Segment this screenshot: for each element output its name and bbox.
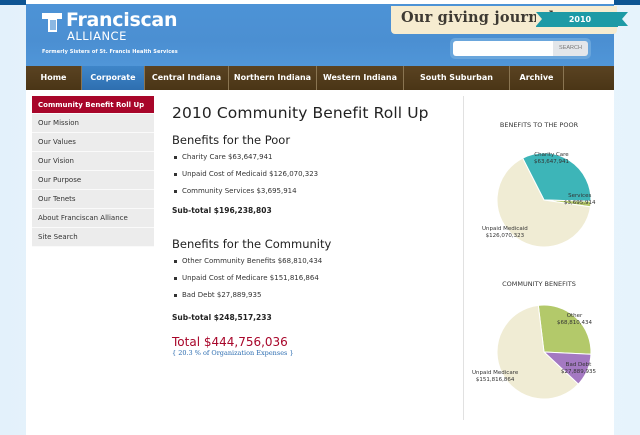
giving-journal-banner[interactable]: Our giving journal 2010 xyxy=(391,6,628,34)
sidebar-item-community-benefit[interactable]: Community Benefit Roll Up xyxy=(32,96,154,114)
nav-central-indiana[interactable]: Central Indiana xyxy=(145,66,229,90)
sidebar-item-mission[interactable]: Our Mission xyxy=(32,114,154,133)
search-button[interactable]: SEARCH xyxy=(553,41,588,56)
sidebar-item-vision[interactable]: Our Vision xyxy=(32,152,154,171)
main-nav: Home Corporate Central Indiana Northern … xyxy=(26,66,614,106)
search-input[interactable] xyxy=(453,41,553,56)
grand-total: Total $444,756,036 xyxy=(172,335,288,349)
nav-northern-indiana[interactable]: Northern Indiana xyxy=(229,66,317,90)
pie-label-unpaid-medicaid: Unpaid Medicaid $126,070,323 xyxy=(482,226,528,239)
nav-western-indiana[interactable]: Western Indiana xyxy=(317,66,404,90)
pie-label-other: Other $68,810,434 xyxy=(557,313,592,326)
sidebar: Community Benefit Roll Up Our Mission Ou… xyxy=(32,96,154,247)
pie-slice-unpaid-medicare xyxy=(496,304,580,400)
journal-title: Our giving journal xyxy=(401,9,555,26)
pie-label-bad-debt: Bad Debt $27,889,935 xyxy=(561,362,596,375)
franciscan-cross-icon xyxy=(42,13,62,33)
list-item: Charity Care $63,647,941 xyxy=(174,149,452,166)
logo-name: Franciscan xyxy=(66,9,178,31)
sidebar-item-purpose[interactable]: Our Purpose xyxy=(32,171,154,190)
sidebar-item-values[interactable]: Our Values xyxy=(32,133,154,152)
sidebar-item-tenets[interactable]: Our Tenets xyxy=(32,190,154,209)
chart-title-community: COMMUNITY BENEFITS xyxy=(502,280,576,288)
list-item: Unpaid Cost of Medicaid $126,070,323 xyxy=(174,166,452,183)
pie-label-charity-care: Charity Care $63,647,941 xyxy=(534,152,569,165)
section-heading-community: Benefits for the Community xyxy=(172,237,332,251)
column-divider xyxy=(463,96,464,420)
poor-benefits-list: Charity Care $63,647,941 Unpaid Cost of … xyxy=(174,149,452,200)
pie-slice-unpaid-medicaid xyxy=(496,157,592,248)
search-box: SEARCH xyxy=(450,38,591,59)
chart-title-poor: BENEFITS TO THE POOR xyxy=(499,121,579,129)
logo-sub: ALLIANCE xyxy=(67,29,127,43)
nav-home[interactable]: Home xyxy=(26,66,82,90)
year-ribbon: 2010 xyxy=(536,12,628,27)
list-item: Bad Debt $27,889,935 xyxy=(174,287,452,304)
subtotal-community: Sub-total $248,517,233 xyxy=(172,313,272,322)
sidebar-item-about[interactable]: About Franciscan Alliance xyxy=(32,209,154,228)
percent-of-expenses[interactable]: { 20.3 % of Organization Expenses } xyxy=(172,349,294,357)
pie-label-services: Services $3,695,914 xyxy=(564,193,596,206)
site-logo[interactable]: Franciscan ALLIANCE xyxy=(42,11,177,42)
pie-chart-community xyxy=(496,304,592,400)
pie-slice-other xyxy=(537,304,592,355)
page-title: 2010 Community Benefit Roll Up xyxy=(172,104,429,122)
pie-slice-charity-care xyxy=(521,152,592,202)
nav-archive[interactable]: Archive xyxy=(510,66,564,90)
list-item: Other Community Benefits $68,810,434 xyxy=(174,253,452,270)
nav-south-suburban-chicago[interactable]: South Suburban Chicago xyxy=(404,66,510,106)
pie-chart-poor xyxy=(496,152,592,248)
nav-corporate[interactable]: Corporate xyxy=(82,66,145,90)
community-benefits-list: Other Community Benefits $68,810,434 Unp… xyxy=(174,253,452,304)
page-container: Franciscan ALLIANCE Formerly Sisters of … xyxy=(26,0,628,435)
sidebar-item-site-search[interactable]: Site Search xyxy=(32,228,154,247)
logo-tagline: Formerly Sisters of St. Francis Health S… xyxy=(42,49,178,55)
list-item: Community Services $3,695,914 xyxy=(174,183,452,200)
subtotal-poor: Sub-total $196,238,803 xyxy=(172,206,272,215)
main-content: 2010 Community Benefit Roll Up Benefits … xyxy=(172,104,452,357)
pie-label-unpaid-medicare: Unpaid Medicare $151,816,864 xyxy=(472,370,519,383)
list-item: Unpaid Cost of Medicare $151,816,864 xyxy=(174,270,452,287)
section-heading-poor: Benefits for the Poor xyxy=(172,133,291,147)
site-header: Franciscan ALLIANCE Formerly Sisters of … xyxy=(26,4,628,66)
